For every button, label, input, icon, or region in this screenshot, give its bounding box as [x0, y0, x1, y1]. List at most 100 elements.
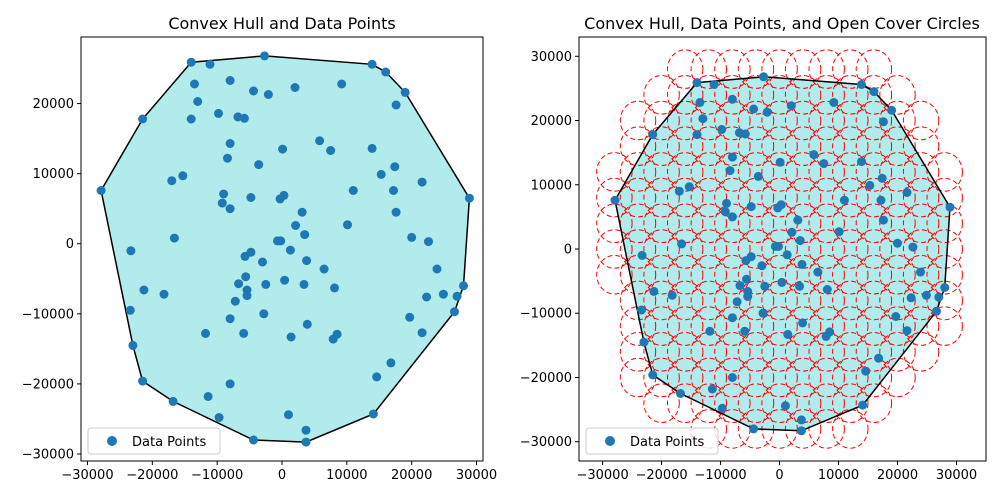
cover-circle	[690, 49, 727, 89]
data-point	[214, 413, 224, 422]
cover-circle	[808, 409, 845, 449]
data-point	[648, 370, 658, 380]
cover-circle	[832, 100, 869, 141]
cover-circle	[855, 357, 893, 398]
cover-circle	[855, 306, 893, 346]
cover-circle	[879, 306, 916, 346]
cover-circle	[808, 100, 845, 141]
cover-circle	[926, 152, 963, 192]
left-chart-panel: −30000 −20000 −10000 0 10000 20000 30000 −30000…	[22, 14, 497, 483]
y-tick-label: 20000	[33, 97, 74, 112]
data-point	[893, 238, 902, 248]
cover-circle	[832, 357, 869, 398]
data-point	[230, 296, 240, 306]
cover-circle	[690, 357, 727, 398]
data-point	[809, 150, 819, 160]
data-point	[760, 281, 770, 291]
cover-circle	[690, 254, 727, 295]
data-point	[391, 100, 401, 110]
data-point	[865, 180, 875, 190]
data-point	[725, 166, 735, 176]
data-point	[857, 80, 866, 89]
cover-circle	[761, 100, 798, 141]
cover-circle	[667, 126, 704, 166]
data-point	[284, 410, 293, 420]
cover-circle	[855, 100, 893, 141]
data-point	[648, 130, 658, 140]
cover-circle	[643, 177, 680, 218]
cover-circle	[714, 203, 751, 244]
cover-circle	[643, 126, 680, 166]
cover-circle	[832, 229, 869, 269]
data-point	[319, 264, 329, 274]
cover-circle	[879, 152, 916, 192]
cover-circle	[879, 357, 916, 398]
data-point	[249, 86, 258, 96]
data-point	[186, 114, 196, 124]
cover-circle	[690, 229, 727, 269]
cover-circle	[619, 280, 657, 321]
x-tick-label: −10000	[694, 468, 746, 483]
cover-circle	[667, 332, 704, 372]
cover-circle	[761, 177, 798, 218]
cover-circle	[855, 75, 893, 115]
data-point	[705, 326, 715, 336]
data-point	[762, 107, 772, 117]
y-tick-label: −20000	[22, 377, 74, 392]
data-point	[372, 372, 382, 382]
data-point	[285, 245, 295, 255]
cover-circle	[855, 280, 893, 321]
cover-circle	[784, 332, 822, 372]
cover-circle	[761, 75, 798, 115]
cover-circle	[855, 126, 893, 166]
cover-circle	[761, 332, 798, 372]
cover-circle	[714, 49, 751, 89]
cover-circle	[784, 100, 822, 141]
data-point	[315, 136, 325, 146]
cover-circle	[855, 229, 893, 269]
data-point	[330, 283, 339, 293]
data-point	[775, 157, 785, 167]
cover-circle	[643, 357, 680, 398]
cover-circle	[832, 49, 869, 89]
data-point	[254, 160, 264, 170]
y-tick-label: 10000	[531, 178, 572, 193]
data-point	[417, 328, 427, 338]
data-point	[887, 105, 897, 115]
data-point	[940, 283, 950, 292]
data-point	[348, 186, 358, 195]
data-point	[727, 152, 737, 162]
cover-circle	[808, 75, 845, 115]
data-point	[286, 332, 296, 342]
cover-circle	[737, 203, 775, 244]
cover-circle	[784, 357, 822, 398]
data-point	[168, 396, 178, 406]
data-point	[857, 157, 866, 167]
y-tick-label: 0	[66, 237, 74, 252]
data-point	[167, 176, 177, 186]
data-point	[214, 108, 223, 118]
data-point	[877, 173, 887, 183]
data-point	[727, 313, 737, 323]
cover-circle	[761, 152, 798, 192]
y-tick-label: −10000	[22, 307, 74, 322]
data-point	[438, 289, 448, 299]
cover-circle	[855, 177, 893, 218]
cover-circle	[761, 357, 798, 398]
data-point	[869, 87, 879, 97]
data-point	[138, 376, 148, 386]
data-point	[759, 72, 769, 82]
data-point	[795, 281, 805, 291]
cover-circle	[784, 75, 822, 115]
data-point	[813, 267, 823, 277]
data-point	[610, 195, 620, 205]
data-point	[280, 275, 290, 285]
data-point	[786, 101, 796, 111]
cover-circle	[855, 254, 893, 295]
cover-circle	[737, 126, 775, 166]
data-point	[902, 326, 912, 336]
cover-circle	[784, 306, 822, 346]
data-point	[263, 90, 273, 99]
cover-circle	[690, 75, 727, 115]
data-point	[753, 171, 763, 181]
